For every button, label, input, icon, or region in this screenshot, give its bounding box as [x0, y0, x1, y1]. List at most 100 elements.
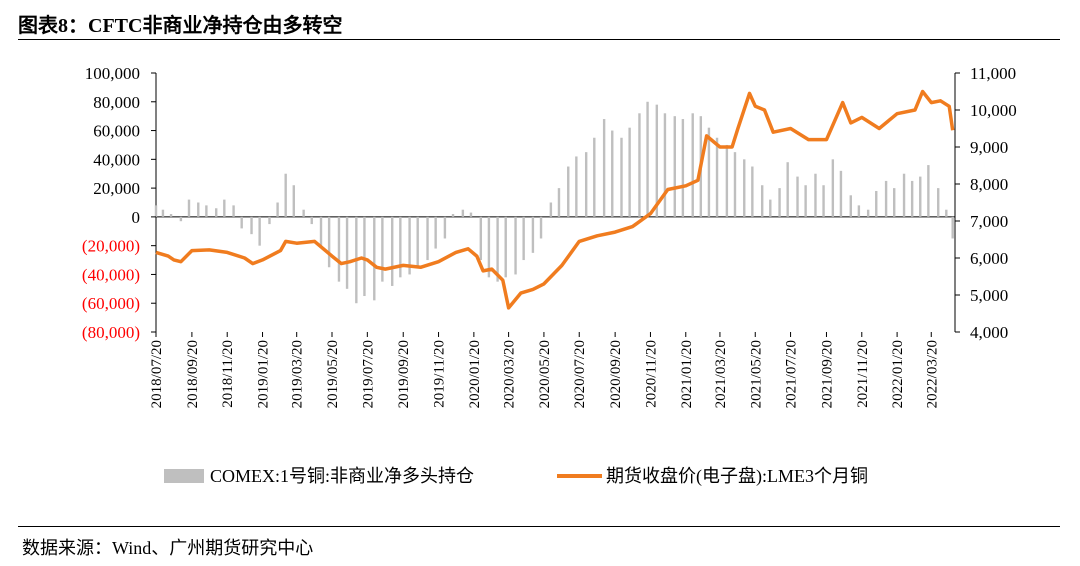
right-tick-label: 11,000	[970, 64, 1016, 83]
left-tick-label: 20,000	[93, 179, 140, 198]
net-long-bar	[707, 127, 711, 217]
x-tick-label: 2019/09/20	[396, 340, 412, 408]
net-long-bar	[945, 209, 948, 217]
net-long-bar	[469, 212, 473, 217]
net-long-bar	[646, 101, 649, 217]
net-long-bar	[875, 190, 878, 217]
chart-title: 图表8：CFTC非商业净持仓由多转空	[18, 15, 343, 37]
net-long-bar	[268, 216, 271, 225]
title-rule	[18, 39, 1060, 40]
net-long-bar	[408, 216, 411, 275]
right-tick-label: 7,000	[970, 212, 1008, 231]
net-long-bar	[154, 205, 158, 217]
x-tick-label: 2020/01/20	[467, 340, 483, 408]
x-tick-label: 2018/11/20	[220, 340, 236, 408]
net-long-bar	[575, 156, 578, 217]
net-long-bar	[673, 116, 676, 217]
net-long-bar	[628, 127, 631, 217]
net-long-bar	[884, 180, 888, 217]
net-long-bar	[715, 137, 719, 217]
lme-copper-price-line	[155, 89, 955, 310]
x-tick-label: 2019/01/20	[256, 340, 272, 408]
x-tick-label: 2019/05/20	[325, 340, 341, 408]
net-long-bar	[292, 185, 295, 217]
net-long-bar	[655, 104, 659, 217]
x-tick-label: 2021/11/20	[855, 340, 871, 408]
net-long-bar	[161, 209, 165, 217]
left-tick-label: (80,000)	[82, 323, 140, 342]
net-long-bar	[839, 170, 843, 217]
left-tick-label: (60,000)	[82, 294, 140, 313]
net-long-bar	[187, 199, 191, 217]
net-long-bar	[743, 159, 746, 217]
left-tick-label: 100,000	[85, 64, 140, 83]
x-tick-label: 2020/09/20	[608, 340, 624, 408]
net-long-bar	[391, 216, 394, 286]
net-long-bar	[223, 199, 226, 217]
x-tick-label: 2020/11/20	[643, 340, 659, 408]
net-long-bar	[902, 173, 906, 217]
right-tick-label: 9,000	[970, 138, 1008, 157]
net-long-bar	[487, 216, 491, 278]
x-tick-label: 2021/09/20	[819, 340, 835, 408]
line-series-lme-copper	[155, 89, 955, 310]
net-long-bar	[310, 216, 313, 225]
net-long-bar	[461, 209, 465, 217]
net-long-bar	[857, 205, 861, 217]
net-long-bar	[725, 144, 729, 217]
legend-swatch-bar	[164, 469, 204, 483]
net-long-bar	[399, 216, 402, 278]
net-long-bar	[416, 216, 419, 268]
net-long-bar	[240, 216, 243, 229]
legend-label-bar: COMEX:1号铜:非商业净多头持仓	[210, 466, 474, 486]
net-long-bar	[337, 216, 341, 282]
right-tick-label: 10,000	[970, 101, 1017, 120]
net-long-bar	[327, 216, 331, 268]
net-long-bar	[751, 166, 754, 217]
x-tick-label: 2020/03/20	[502, 340, 518, 408]
net-long-bar	[531, 216, 535, 253]
left-tick-label: 60,000	[93, 122, 140, 141]
net-long-bar	[539, 216, 543, 239]
left-tick-label: 80,000	[93, 93, 140, 112]
source-rule	[18, 526, 1060, 527]
net-long-bar	[733, 152, 737, 217]
net-long-bar	[796, 176, 799, 217]
left-tick-label: 0	[132, 208, 141, 227]
net-long-bar	[620, 137, 623, 217]
net-long-bar	[496, 216, 499, 282]
legend: COMEX:1号铜:非商业净多头持仓 期货收盘价(电子盘):LME3个月铜	[164, 466, 868, 487]
net-long-bar	[831, 159, 835, 217]
x-tick-label: 2018/09/20	[185, 340, 201, 408]
net-long-bar	[250, 216, 253, 235]
net-long-bar	[319, 216, 323, 246]
net-long-bar	[760, 185, 764, 217]
net-long-bar	[451, 214, 455, 217]
net-long-bar	[866, 209, 870, 217]
net-long-bar	[443, 216, 447, 239]
net-long-bar	[504, 216, 507, 278]
net-long-bar	[937, 188, 940, 217]
net-long-bar	[215, 208, 218, 217]
net-long-bar	[381, 216, 384, 282]
net-long-bar	[179, 216, 183, 222]
net-long-bar	[919, 176, 922, 217]
net-long-bar	[522, 216, 525, 261]
net-long-bar	[593, 137, 596, 217]
net-long-bar	[638, 113, 641, 217]
net-long-bar	[345, 216, 349, 289]
net-long-bar	[849, 195, 852, 217]
net-long-bar	[514, 216, 517, 275]
net-long-bar	[276, 202, 279, 217]
net-long-bar	[232, 205, 235, 217]
right-tick-label: 4,000	[970, 323, 1008, 342]
net-long-bar	[169, 214, 173, 217]
x-axis-ticks: 2018/07/20 2018/09/20 2018/11/20 2019/01/20…	[149, 332, 940, 408]
net-long-bar	[786, 162, 789, 217]
right-tick-label: 6,000	[970, 249, 1008, 268]
net-long-bar	[769, 199, 772, 217]
net-long-bar	[434, 216, 437, 249]
net-long-bar	[611, 130, 614, 217]
net-long-bar	[549, 202, 553, 217]
